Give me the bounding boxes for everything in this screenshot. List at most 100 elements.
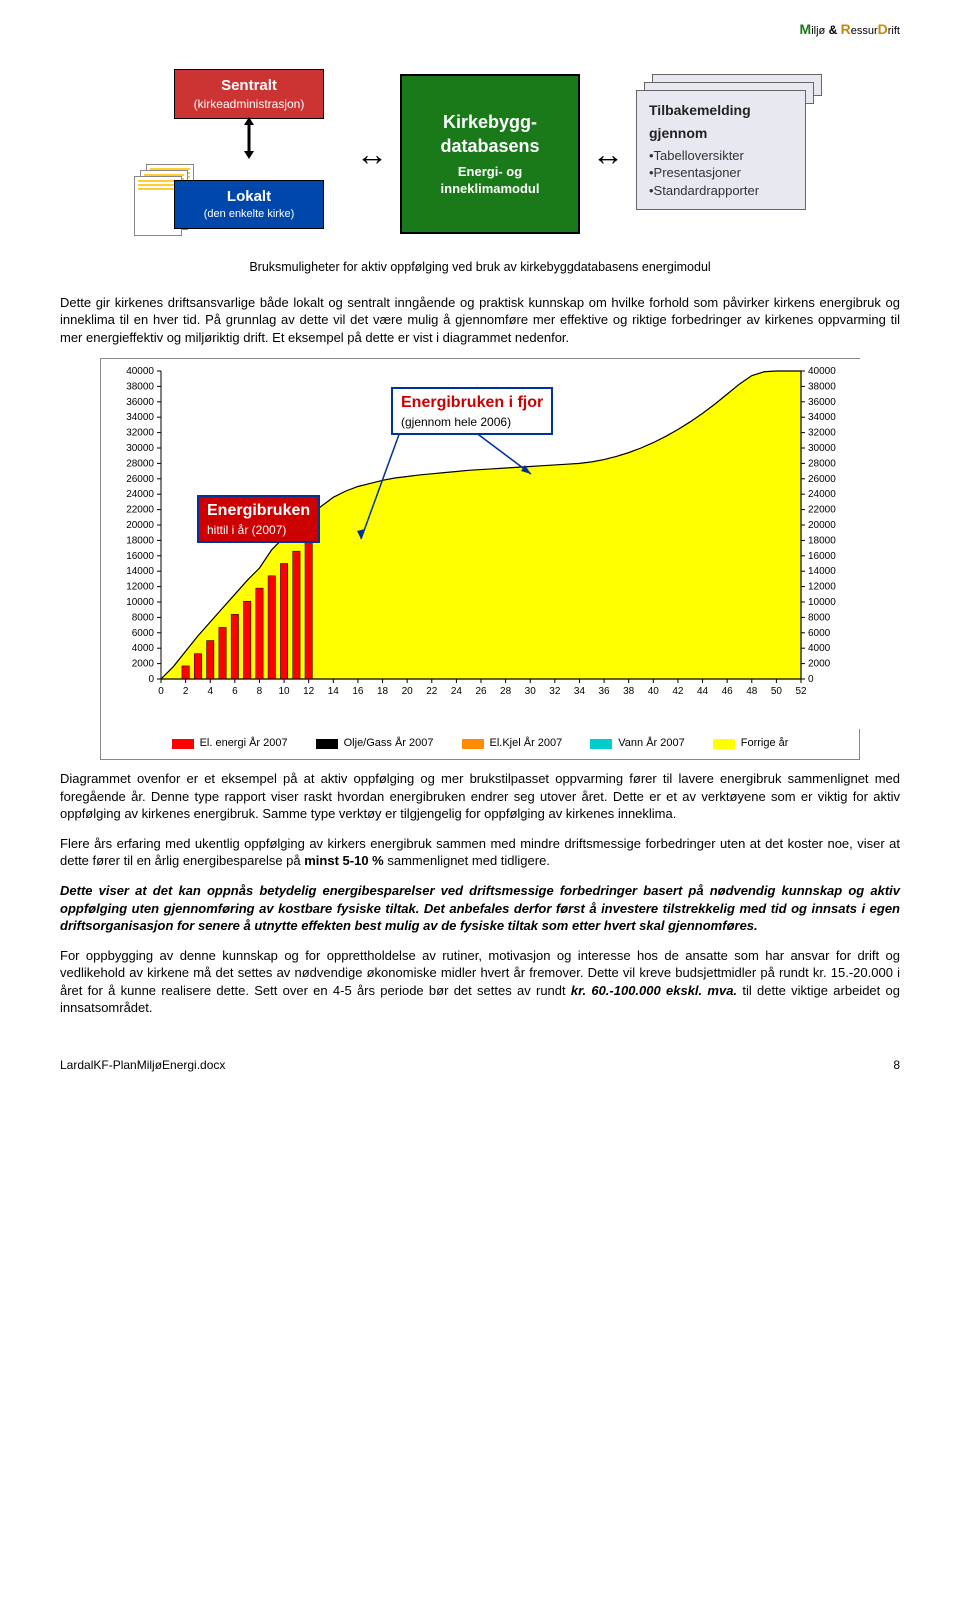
paragraph-3: Flere års erfaring med ukentlig oppfølgi… (60, 835, 900, 870)
vertical-arrow-icon (240, 117, 258, 159)
svg-text:0: 0 (148, 674, 154, 685)
svg-text:26000: 26000 (126, 474, 154, 485)
svg-text:50: 50 (771, 686, 783, 697)
logo-amp: & (825, 23, 840, 37)
paragraph-1: Dette gir kirkenes driftsansvarlige både… (60, 294, 900, 347)
arrow-left-icon: ↔ (356, 138, 388, 170)
para5-b: kr. 60.-100.000 ekskl. mva. (571, 983, 737, 998)
svg-text:22000: 22000 (808, 505, 836, 516)
svg-text:8: 8 (257, 686, 263, 697)
svg-text:40000: 40000 (808, 366, 836, 377)
right-item1: •Tabelloversikter (649, 147, 793, 165)
svg-text:22000: 22000 (126, 505, 154, 516)
para3-c: sammenlignet med tidligere. (384, 853, 550, 868)
chart-legend: El. energi År 2007Olje/Gass År 2007El.Kj… (100, 728, 860, 760)
svg-text:12000: 12000 (808, 582, 836, 593)
svg-text:14: 14 (328, 686, 340, 697)
sentralt-title: Sentralt (179, 76, 319, 96)
legend-label: El.Kjel År 2007 (490, 736, 563, 751)
svg-text:44: 44 (697, 686, 709, 697)
svg-text:16000: 16000 (808, 551, 836, 562)
legend-label: Vann År 2007 (618, 736, 684, 751)
paragraph-2: Diagrammet ovenfor er et eksempel på at … (60, 770, 900, 823)
right-title1: Tilbakemelding (649, 101, 793, 120)
svg-text:20000: 20000 (126, 520, 154, 531)
lokalt-sub: (den enkelte kirke) (179, 207, 319, 222)
callout-left-l2: hittil i år (2007) (207, 522, 310, 538)
svg-text:28000: 28000 (126, 459, 154, 470)
svg-text:38000: 38000 (126, 382, 154, 393)
svg-text:10000: 10000 (126, 597, 154, 608)
svg-text:34000: 34000 (808, 413, 836, 424)
legend-label: Forrige år (741, 736, 789, 751)
svg-text:32: 32 (549, 686, 561, 697)
callout-right-l1: Energibruken i fjor (401, 392, 543, 414)
svg-text:4000: 4000 (808, 644, 831, 655)
legend-item: Forrige år (713, 736, 789, 751)
svg-text:16: 16 (352, 686, 364, 697)
svg-text:40000: 40000 (126, 366, 154, 377)
para3-b: minst 5-10 % (304, 853, 383, 868)
center-line2: databasens (412, 134, 568, 158)
svg-text:24: 24 (451, 686, 463, 697)
svg-text:16000: 16000 (126, 551, 154, 562)
svg-text:38: 38 (623, 686, 635, 697)
legend-item: Olje/Gass År 2007 (316, 736, 434, 751)
lokalt-title: Lokalt (179, 187, 319, 207)
svg-text:2: 2 (183, 686, 189, 697)
svg-text:6000: 6000 (808, 628, 831, 639)
logo-m-rest: iljø (811, 25, 825, 37)
svg-text:32000: 32000 (126, 428, 154, 439)
diagram-caption: Bruksmuligheter for aktiv oppfølging ved… (60, 259, 900, 276)
paragraph-5: For oppbygging av denne kunnskap og for … (60, 947, 900, 1017)
svg-text:32000: 32000 (808, 428, 836, 439)
svg-text:8000: 8000 (808, 613, 831, 624)
callout-left-l1: Energibruken (207, 500, 310, 522)
svg-text:34000: 34000 (126, 413, 154, 424)
sentralt-box: Sentralt (kirkeadministrasjon) (174, 69, 324, 119)
svg-text:26: 26 (475, 686, 487, 697)
svg-text:30000: 30000 (126, 443, 154, 454)
svg-text:20: 20 (402, 686, 414, 697)
legend-item: Vann År 2007 (590, 736, 684, 751)
legend-swatch (713, 739, 735, 749)
logo-d-cap: D (878, 21, 888, 37)
flow-right-group: Tilbakemelding gjennom •Tabelloversikter… (636, 74, 826, 234)
flow-left-group: Sentralt (kirkeadministrasjon) Lokalt (d… (134, 69, 344, 239)
legend-swatch (316, 739, 338, 749)
svg-text:14000: 14000 (808, 567, 836, 578)
center-line4: inneklimamodul (412, 180, 568, 198)
lokalt-box: Lokalt (den enkelte kirke) (174, 180, 324, 229)
svg-text:18: 18 (377, 686, 389, 697)
right-item3: •Standardrapporter (649, 182, 793, 200)
svg-text:0: 0 (808, 674, 814, 685)
sentralt-sub: (kirkeadministrasjon) (179, 96, 319, 112)
svg-text:10000: 10000 (808, 597, 836, 608)
svg-text:34: 34 (574, 686, 586, 697)
svg-text:24000: 24000 (126, 490, 154, 501)
arrow-right-icon: ↔ (592, 138, 624, 170)
svg-text:28: 28 (500, 686, 512, 697)
center-line1: Kirkebygg- (412, 110, 568, 134)
legend-swatch (462, 739, 484, 749)
svg-text:18000: 18000 (808, 536, 836, 547)
logo-r-rest: essur (851, 25, 878, 37)
callout-right-l2: (gjennom hele 2006) (401, 414, 543, 430)
svg-text:20000: 20000 (808, 520, 836, 531)
legend-item: El.Kjel År 2007 (462, 736, 563, 751)
svg-text:2000: 2000 (132, 659, 155, 670)
svg-text:48: 48 (746, 686, 758, 697)
svg-text:40: 40 (648, 686, 660, 697)
svg-text:14000: 14000 (126, 567, 154, 578)
center-line3: Energi- og (412, 163, 568, 181)
svg-text:36: 36 (599, 686, 611, 697)
svg-text:26000: 26000 (808, 474, 836, 485)
svg-text:10: 10 (279, 686, 291, 697)
svg-text:22: 22 (426, 686, 438, 697)
svg-text:4000: 4000 (132, 644, 155, 655)
callout-prev-year: Energibruken i fjor (gjennom hele 2006) (391, 387, 553, 435)
logo-r-cap: R (841, 21, 851, 37)
logo-m-cap: M (800, 21, 812, 37)
svg-text:24000: 24000 (808, 490, 836, 501)
svg-text:12000: 12000 (126, 582, 154, 593)
